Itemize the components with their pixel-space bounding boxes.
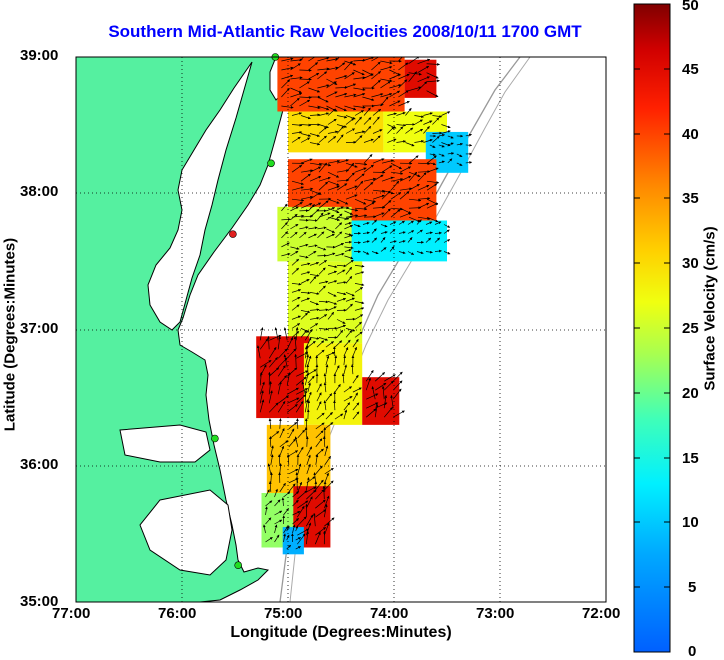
velocity-cell xyxy=(405,60,437,98)
colorbar-label: Surface Velocity (cm/s) xyxy=(702,199,719,419)
station-marker xyxy=(235,562,242,569)
station-marker xyxy=(268,160,275,167)
x-tick-label: 76:00 xyxy=(158,605,196,622)
colorbar-tick-label: 45 xyxy=(682,61,699,78)
colorbar-tick-label: 30 xyxy=(682,255,699,272)
colorbar-tick-label: 15 xyxy=(682,450,699,467)
colorbar-tick-label: 40 xyxy=(682,126,699,143)
station-marker xyxy=(211,435,218,442)
colorbar-tick-label: 50 xyxy=(682,0,699,14)
y-tick-label: 37:00 xyxy=(20,320,58,337)
colorbar-tick-label: 25 xyxy=(682,320,699,337)
x-tick-label: 73:00 xyxy=(476,605,514,622)
colorbar-tick-label: 0 xyxy=(688,643,696,660)
y-tick-label: 39:00 xyxy=(20,47,58,64)
velocity-cell xyxy=(256,336,309,418)
albemarle-sound xyxy=(120,425,210,462)
colorbar-tick-label: 5 xyxy=(688,579,696,596)
x-tick-label: 77:00 xyxy=(52,605,90,622)
velocity-cell xyxy=(341,221,447,262)
colorbar-tick-label: 10 xyxy=(682,514,699,531)
x-tick-label: 74:00 xyxy=(370,605,408,622)
colorbar-tick-label: 35 xyxy=(682,190,699,207)
x-tick-label: 72:00 xyxy=(582,605,620,622)
station-offline-marker xyxy=(229,231,236,238)
y-tick-label: 38:00 xyxy=(20,183,58,200)
x-tick-label: 75:00 xyxy=(264,605,302,622)
colorbar-tick-label: 20 xyxy=(682,385,699,402)
y-tick-label: 36:00 xyxy=(20,456,58,473)
y-axis-label: Latitude (Degrees:Minutes) xyxy=(2,205,19,465)
x-axis-label: Longitude (Degrees:Minutes) xyxy=(76,624,606,642)
